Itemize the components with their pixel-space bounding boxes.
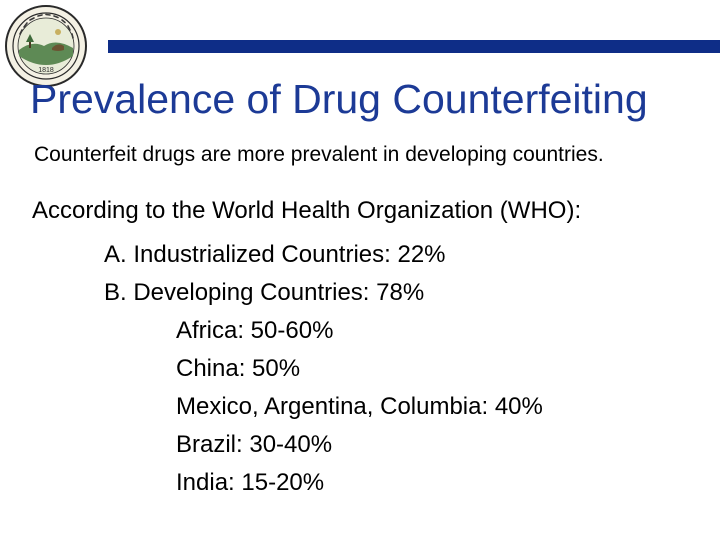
list-item-industrialized: A. Industrialized Countries: 22% — [104, 241, 446, 268]
list-item-africa: Africa: 50-60% — [176, 317, 334, 344]
slide-title: Prevalence of Drug Counterfeiting — [30, 76, 648, 122]
list-item-latin-america: Mexico, Argentina, Columbia: 40% — [176, 393, 543, 420]
list-item-brazil: Brazil: 30-40% — [176, 431, 333, 458]
statistics-list: A. Industrialized Countries: 22% B. Deve… — [0, 236, 543, 502]
slide-subtitle: Counterfeit drugs are more prevalent in … — [34, 143, 604, 166]
list-item-india: India: 15-20% — [176, 469, 325, 496]
intro-text: According to the World Health Organizati… — [32, 197, 582, 224]
seal-year-text: 1818 — [38, 67, 54, 74]
list-item-developing: B. Developing Countries: 78% — [104, 279, 425, 306]
state-seal-logo: 1818 — [5, 5, 87, 87]
header-bar — [108, 40, 720, 53]
list-item-china: China: 50% — [176, 355, 301, 382]
